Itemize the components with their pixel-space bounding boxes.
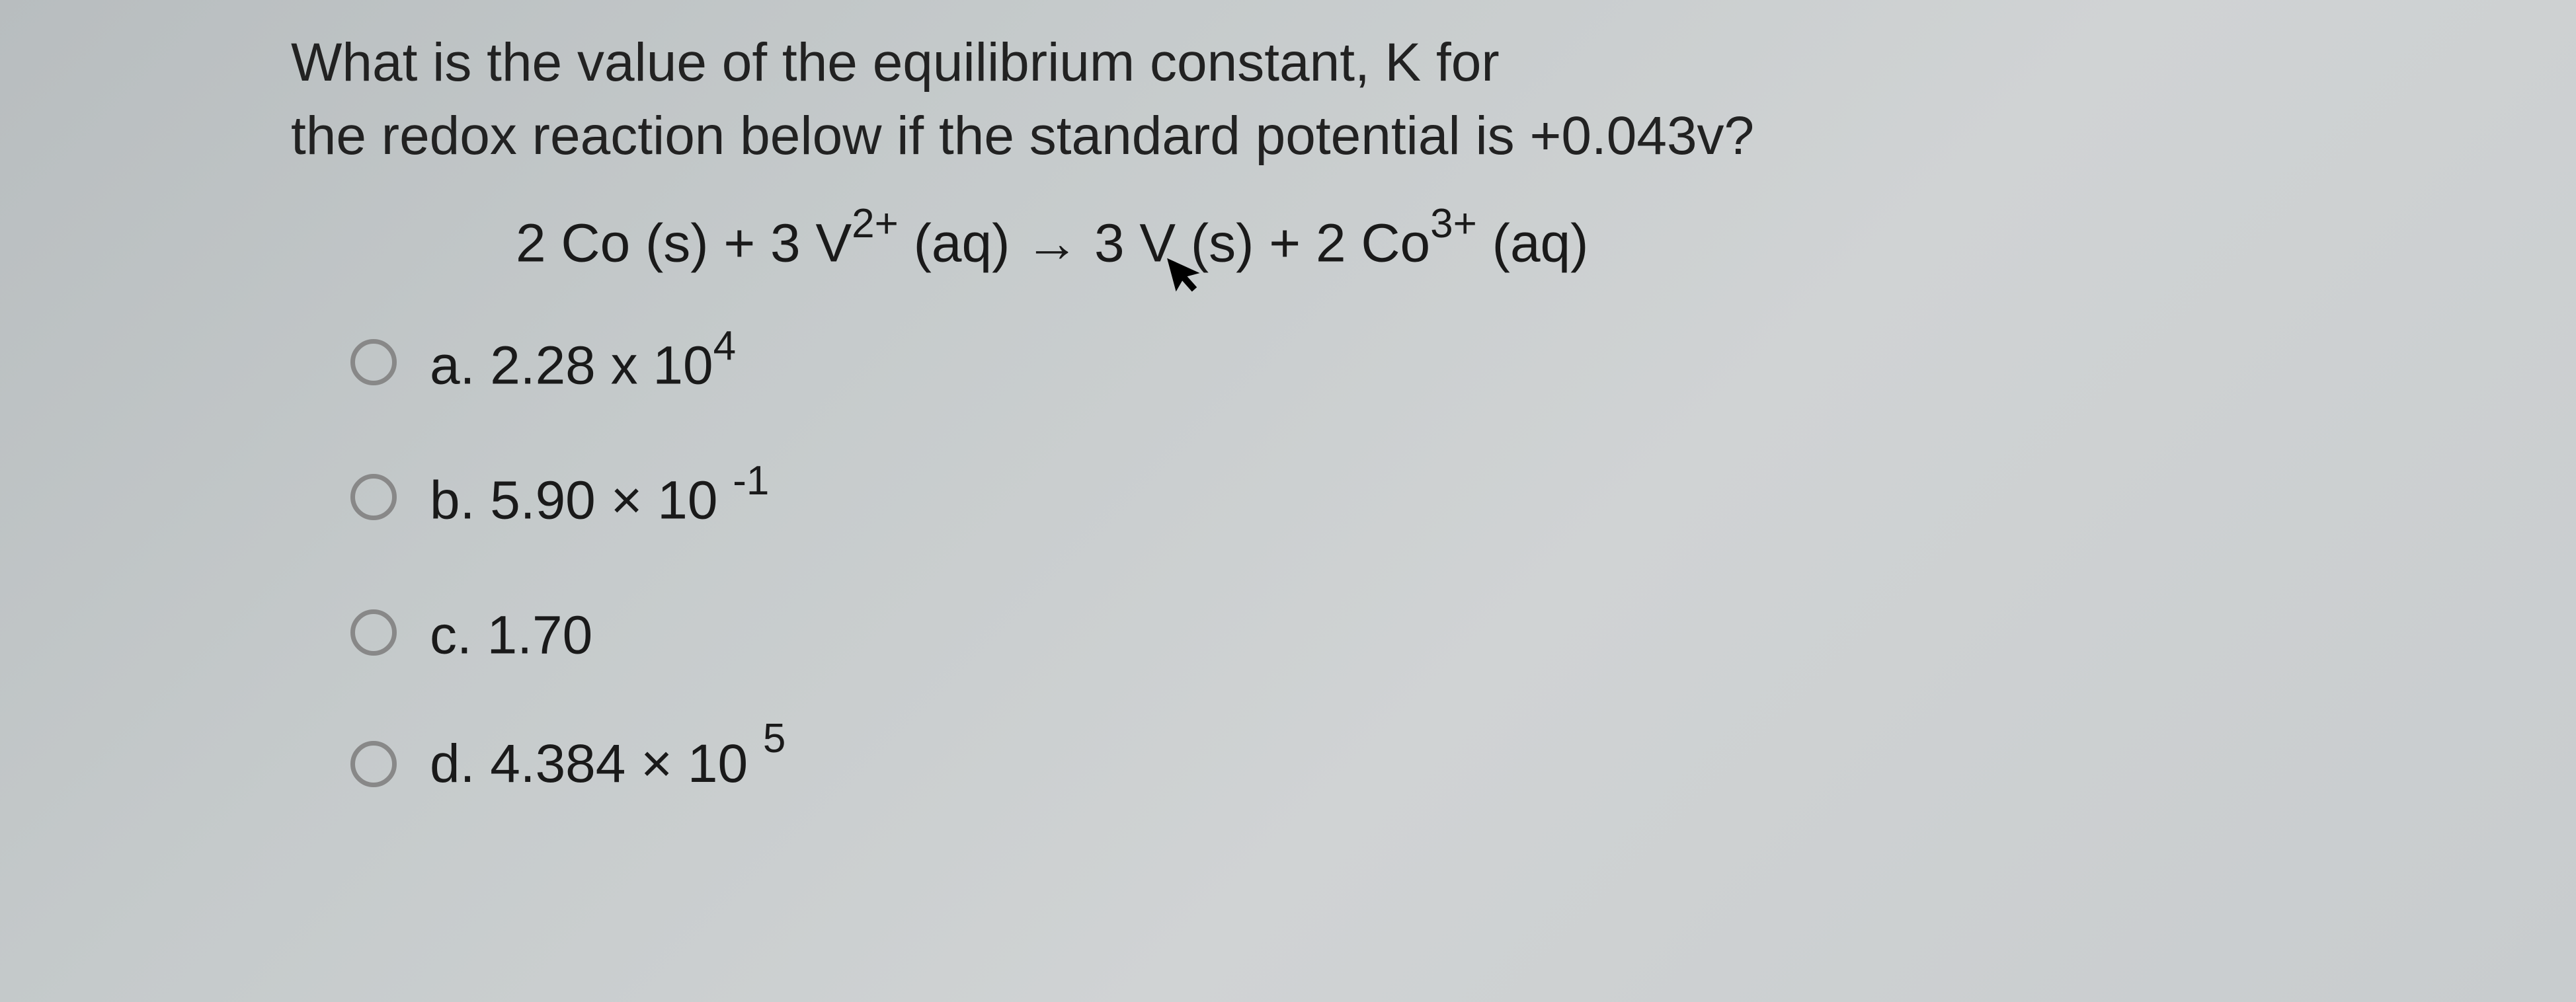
equation-sup-2: 3+ bbox=[1430, 201, 1477, 247]
option-a-letter: a. bbox=[430, 335, 475, 395]
option-d[interactable]: d. 4.384 × 10 5 bbox=[350, 733, 2285, 795]
radio-b[interactable] bbox=[350, 474, 397, 520]
option-a-value: 2.28 x 10 bbox=[490, 335, 713, 395]
question-line-2: the redox reaction below if the standard… bbox=[291, 106, 1754, 166]
equation-part-3: (aq) bbox=[1477, 213, 1589, 274]
option-d-label: d. 4.384 × 10 5 bbox=[430, 733, 785, 795]
option-b-value: 5.90 × 10 bbox=[490, 470, 733, 530]
option-d-value: 4.384 × 10 bbox=[490, 734, 748, 794]
radio-c[interactable] bbox=[350, 609, 397, 656]
option-b-letter: b. bbox=[430, 470, 475, 530]
option-b[interactable]: b. 5.90 × 10 -1 bbox=[350, 463, 2285, 531]
option-a-exp: 4 bbox=[713, 323, 736, 369]
option-c[interactable]: c. 1.70 bbox=[350, 597, 2285, 666]
option-a-label: a. 2.28 x 104 bbox=[430, 328, 736, 397]
equation-part-1: 2 Co (s) + 3 V bbox=[516, 213, 852, 274]
option-c-value: 1.70 bbox=[487, 605, 593, 666]
option-c-label: c. 1.70 bbox=[430, 597, 592, 666]
option-c-letter: c. bbox=[430, 605, 472, 666]
option-d-exp: 5 bbox=[763, 716, 785, 761]
radio-d[interactable] bbox=[350, 741, 397, 787]
options-list: a. 2.28 x 104 b. 5.90 × 10 -1 c. 1.70 d.… bbox=[350, 328, 2285, 795]
question-line-1: What is the value of the equilibrium con… bbox=[291, 32, 1500, 93]
question-text: What is the value of the equilibrium con… bbox=[291, 26, 2285, 173]
equation-sup-1: 2+ bbox=[852, 201, 899, 247]
option-b-exp: -1 bbox=[733, 458, 769, 504]
equation-part-2: (aq) → 3 V (s) + 2 Co bbox=[899, 213, 1430, 274]
option-b-label: b. 5.90 × 10 -1 bbox=[430, 463, 769, 531]
radio-a[interactable] bbox=[350, 339, 397, 385]
option-d-letter: d. bbox=[430, 734, 475, 794]
option-a[interactable]: a. 2.28 x 104 bbox=[350, 328, 2285, 397]
chemical-equation: 2 Co (s) + 3 V2+ (aq) → 3 V (s) + 2 Co3+… bbox=[516, 206, 2285, 274]
